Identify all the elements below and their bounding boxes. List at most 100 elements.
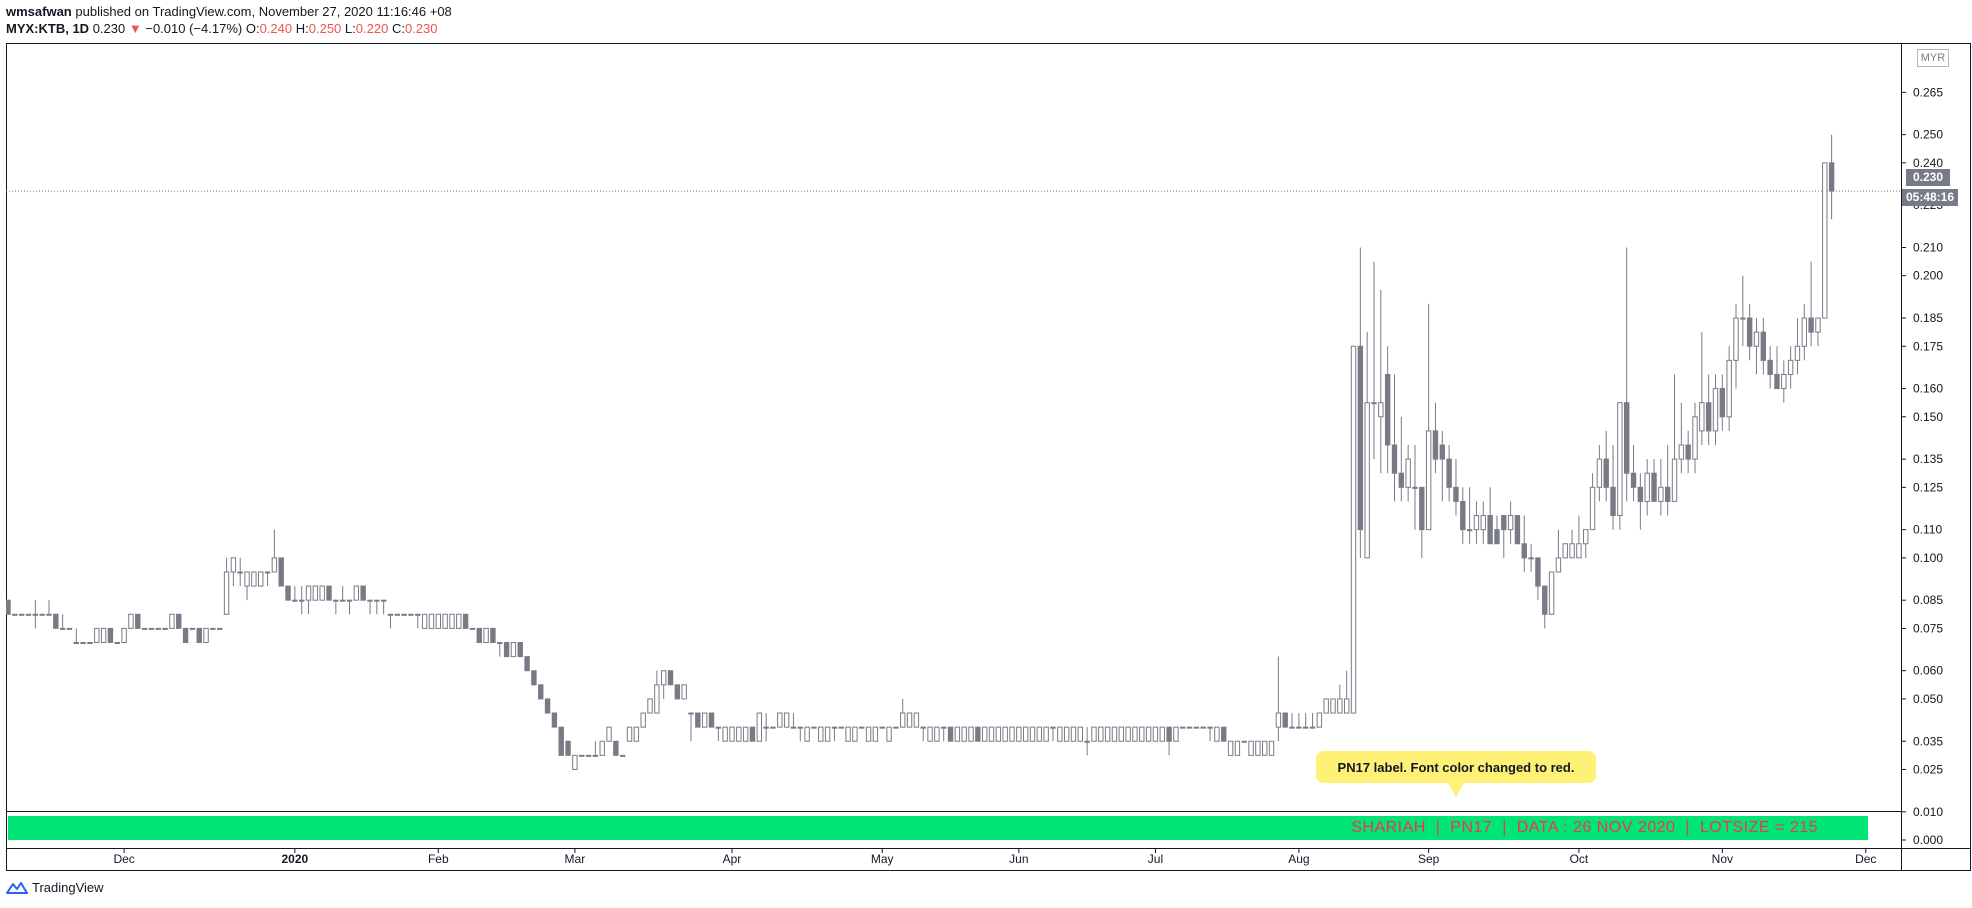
candle[interactable] [1740,275,1746,347]
candle[interactable] [1145,726,1152,742]
candle[interactable] [1063,726,1070,742]
candle[interactable] [353,585,360,601]
candle[interactable] [1746,303,1753,361]
candle[interactable] [1091,726,1097,742]
candle[interactable] [1104,726,1111,742]
candle[interactable] [298,586,305,615]
candle[interactable] [497,642,503,657]
candle[interactable] [742,726,749,742]
candle[interactable] [319,585,325,601]
candle[interactable] [626,726,633,742]
candle[interactable] [326,585,332,601]
candle[interactable] [749,726,756,742]
candle[interactable] [32,600,39,629]
candle[interactable] [1514,515,1521,545]
candle[interactable] [1542,585,1548,629]
candle[interactable] [1781,360,1787,403]
candle[interactable] [1644,459,1650,516]
candle[interactable] [182,627,189,644]
candle[interactable] [1528,543,1534,572]
candle[interactable] [251,571,257,587]
candle[interactable] [1391,374,1398,502]
candle[interactable] [811,726,817,729]
candle[interactable] [633,726,640,742]
candle[interactable] [1808,261,1814,347]
candle[interactable] [1303,713,1309,729]
candle[interactable] [1139,726,1145,742]
candle[interactable] [995,726,1002,742]
candle[interactable] [1029,726,1036,742]
candle[interactable] [770,726,776,729]
candle[interactable] [947,726,954,742]
candle[interactable] [517,642,523,658]
candle[interactable] [25,613,32,616]
candle[interactable] [1630,445,1637,502]
candle[interactable] [572,754,578,770]
candle[interactable] [278,557,284,587]
candle[interactable] [1685,430,1691,474]
candle[interactable] [1152,726,1159,742]
candle[interactable] [1787,346,1794,389]
candle[interactable] [1309,713,1316,729]
candle[interactable] [428,613,435,629]
candle[interactable] [1439,430,1445,502]
candle[interactable] [456,613,462,629]
candle[interactable] [1268,740,1275,756]
candle[interactable] [1419,486,1425,558]
candle[interactable] [264,571,271,587]
candle[interactable] [1596,445,1603,502]
candle[interactable] [46,600,52,616]
candle[interactable] [1057,726,1063,742]
candle[interactable] [1733,303,1739,389]
candle[interactable] [708,712,715,728]
candle[interactable] [141,627,148,630]
candle[interactable] [1453,459,1459,516]
candle[interactable] [1077,726,1084,742]
candle[interactable] [1583,529,1589,558]
candle[interactable] [544,698,551,714]
shariah-pn17-banner[interactable]: SHARIAH | PN17 | DATA : 26 NOV 2020 | LO… [8,816,1868,840]
candle[interactable] [681,684,687,700]
candle[interactable] [1651,459,1657,502]
candle[interactable] [1350,345,1357,714]
candle[interactable] [872,726,879,742]
candle[interactable] [435,613,441,629]
candle[interactable] [1460,487,1466,544]
candle[interactable] [715,726,722,742]
candle[interactable] [1466,487,1473,544]
candle[interactable] [18,613,25,616]
candle[interactable] [1084,727,1090,756]
candle[interactable] [1589,473,1596,531]
candle[interactable] [346,599,353,615]
chart-frame[interactable]: 0.000 0.010 0.025 0.035 0.050 0.060 0.075 0.085… [6,43,1971,871]
candle[interactable] [292,586,298,602]
candle[interactable] [442,613,448,629]
candle[interactable] [1562,543,1568,559]
candle[interactable] [312,585,319,601]
candle[interactable] [1296,713,1302,729]
candle[interactable] [1726,346,1732,431]
candle[interactable] [100,627,107,644]
candle[interactable] [1719,374,1726,431]
candle[interactable] [1227,740,1234,756]
candle[interactable] [592,741,599,757]
candle[interactable] [1760,318,1767,375]
candle[interactable] [1234,740,1241,756]
candle[interactable] [1159,726,1165,742]
candle[interactable] [934,726,940,742]
candle[interactable] [886,726,892,742]
candle[interactable] [1753,318,1760,375]
pn17-callout[interactable]: PN17 label. Font color changed to red. [1316,751,1596,783]
candle[interactable] [1535,557,1541,601]
candle[interactable] [975,726,981,742]
candle[interactable] [1378,289,1384,474]
candle[interactable] [73,628,79,644]
candle[interactable] [1118,726,1124,742]
candle[interactable] [1357,247,1364,558]
candle[interactable] [1207,726,1213,742]
candle[interactable] [1125,726,1131,742]
candle[interactable] [838,726,844,729]
candle[interactable] [1801,303,1807,361]
candle[interactable] [1221,726,1227,742]
candle[interactable] [1132,726,1138,742]
